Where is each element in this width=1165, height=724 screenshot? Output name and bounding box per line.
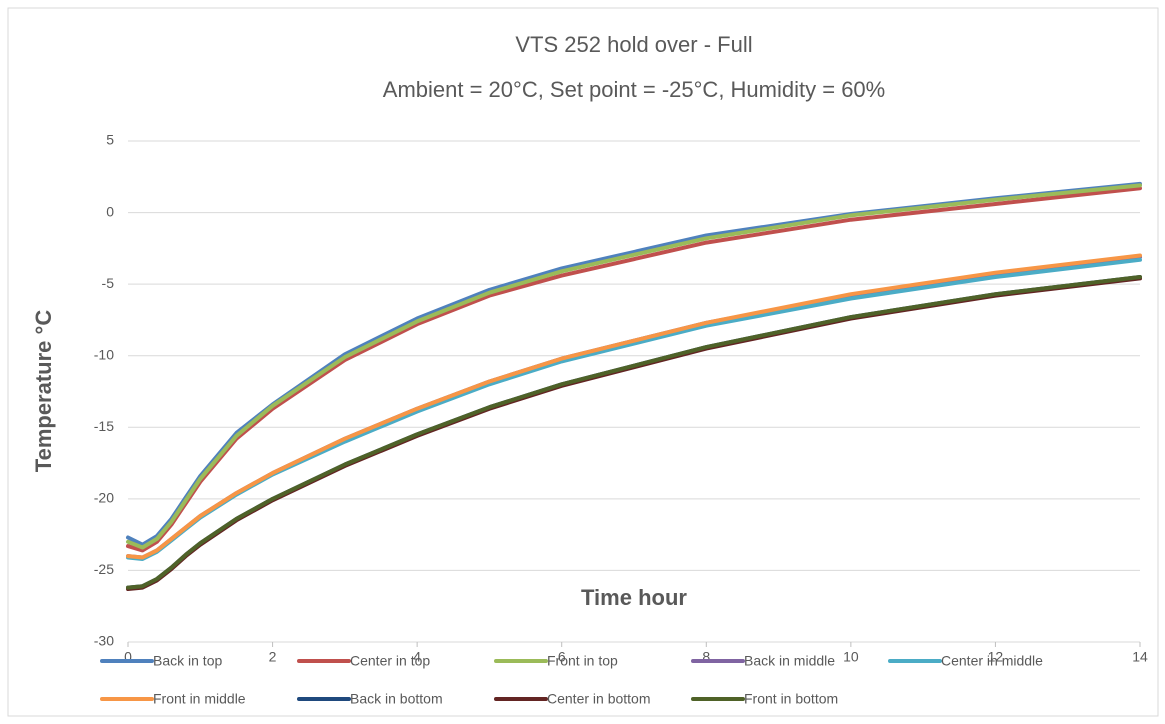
x-tick-label: 14 [1132,649,1148,665]
legend-label: Center in middle [941,653,1043,669]
legend-label: Front in middle [153,691,246,707]
x-tick-label: 8 [702,649,710,665]
y-tick-label: -30 [94,633,114,649]
y-tick-label: 0 [106,203,114,219]
legend-label: Back in bottom [350,691,443,707]
x-tick-label: 12 [988,649,1004,665]
legend-label: Back in middle [744,653,835,669]
y-tick-label: 5 [106,132,114,148]
x-tick-label: 2 [269,649,277,665]
series-line [126,253,1142,560]
legend-label: Front in bottom [744,691,838,707]
y-axis-title: Temperature °C [31,310,56,473]
series-line [126,183,1142,550]
legend-label: Front in top [547,653,618,669]
chart-border [7,7,1159,717]
x-tick-label: 0 [124,649,132,665]
series-line [126,275,1142,590]
y-tick-label: -25 [94,561,114,577]
legend-label: Back in top [153,653,222,669]
y-tick-label: -5 [102,275,115,291]
legend-label: Center in top [350,653,430,669]
x-tick-label: 6 [558,649,566,665]
y-tick-label: -20 [94,490,114,506]
y-tick-label: -15 [94,418,114,434]
x-tick-label: 10 [843,649,859,665]
chart-title: VTS 252 hold over - Full [515,32,752,57]
legend-label: Center in bottom [547,691,651,707]
x-tick-label: 4 [413,649,421,665]
x-axis-title: Time hour [581,585,687,610]
y-tick-label: -10 [94,346,114,362]
chart-subtitle: Ambient = 20°C, Set point = -25°C, Humid… [383,77,885,102]
